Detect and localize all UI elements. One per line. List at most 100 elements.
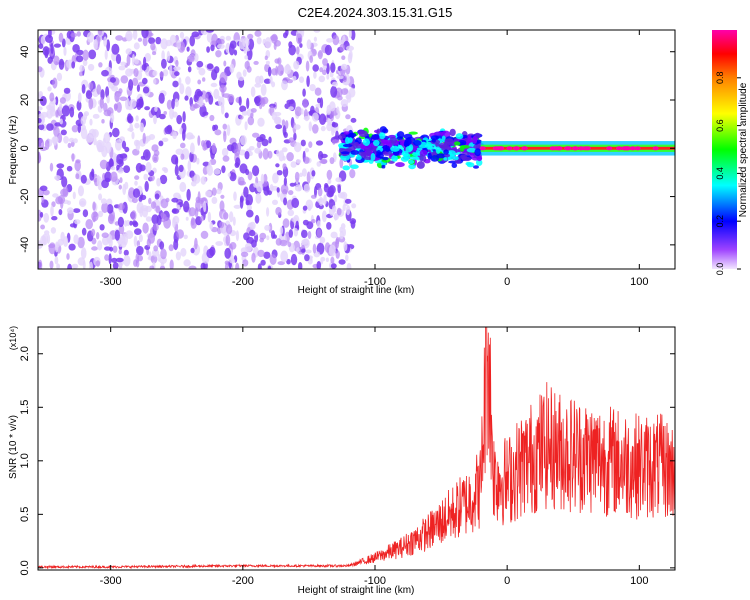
noise-blob: [134, 122, 140, 129]
noise-blob: [189, 151, 194, 163]
noise-blob: [196, 90, 203, 97]
signal-blob: [370, 153, 376, 161]
noise-blob: [340, 191, 348, 199]
noise-blob: [56, 163, 65, 169]
noise-blob: [219, 71, 228, 84]
noise-blob: [316, 261, 322, 269]
noise-blob: [247, 33, 254, 40]
noise-blob: [291, 217, 298, 222]
noise-blob: [58, 209, 63, 216]
noise-blob: [254, 147, 262, 154]
noise-blob: [330, 256, 335, 264]
noise-blob: [169, 259, 174, 269]
noise-blob: [282, 218, 290, 228]
noise-blob: [105, 86, 110, 98]
noise-blob: [118, 65, 126, 71]
noise-blob: [144, 180, 149, 192]
noise-blob: [213, 88, 220, 100]
noise-blob: [162, 69, 169, 77]
y-tick-label: -20: [19, 189, 31, 205]
noise-blob: [206, 248, 214, 259]
noise-blob: [73, 234, 79, 244]
signal-blob: [376, 150, 382, 157]
noise-blob: [321, 210, 327, 223]
noise-blob: [66, 253, 70, 260]
signal-blob: [444, 138, 454, 144]
noise-blob: [299, 43, 303, 48]
noise-blob: [142, 36, 148, 47]
snr-panel: -300 -200 -100 0 100 0.0 0.5 1.0 1.5 2.0 Height …: [8, 326, 676, 596]
noise-blob: [303, 116, 310, 121]
noise-blob: [312, 243, 317, 254]
noise-blob: [301, 229, 308, 239]
noise-blob: [320, 125, 326, 132]
signal-blob: [371, 134, 380, 140]
noise-blob: [332, 205, 337, 213]
noise-blob: [66, 165, 73, 172]
noise-blob: [288, 106, 294, 111]
noise-blob: [221, 86, 225, 98]
noise-blob: [116, 164, 120, 170]
noise-blob: [114, 139, 123, 151]
noise-blob: [185, 216, 189, 221]
noise-blob: [301, 248, 306, 253]
noise-blob: [337, 95, 343, 101]
noise-blob: [118, 265, 123, 269]
noise-blob: [334, 194, 338, 203]
signal-blob: [385, 145, 390, 152]
signal-blob: [430, 155, 440, 162]
noise-blob: [153, 223, 159, 232]
noise-blob: [110, 77, 116, 83]
snr-x-ticks: -300 -200 -100 0 100: [100, 327, 648, 587]
noise-blob: [51, 136, 59, 144]
noise-blob: [152, 70, 158, 77]
noise-blob: [81, 84, 86, 94]
noise-blob: [254, 214, 260, 224]
noise-blob: [96, 84, 102, 95]
noise-blob: [77, 92, 82, 103]
signal-blob: [408, 163, 416, 170]
y-tick-label: -40: [19, 237, 31, 253]
noise-blob: [158, 92, 165, 104]
noise-blob: [219, 221, 225, 229]
noise-blob: [58, 58, 65, 70]
x-tick-label: 100: [630, 276, 648, 288]
noise-blob: [281, 79, 288, 91]
noise-blob: [311, 170, 316, 177]
noise-blob: [159, 113, 166, 120]
noise-blob: [275, 238, 282, 246]
noise-blob: [125, 97, 130, 110]
colorbar-gradient: [712, 30, 737, 269]
noise-blob: [78, 185, 84, 197]
noise-blob: [319, 159, 328, 164]
noise-blob: [60, 129, 67, 136]
noise-blob: [289, 182, 296, 187]
noise-blob: [326, 73, 330, 80]
noise-blob: [63, 236, 69, 247]
noise-blob: [323, 194, 327, 205]
noise-blob: [215, 50, 222, 58]
noise-blob: [40, 224, 45, 230]
noise-blob: [206, 32, 213, 43]
noise-blob: [232, 216, 236, 226]
signal-blob: [476, 154, 483, 162]
noise-blob: [209, 158, 217, 165]
noise-blob: [295, 220, 299, 231]
noise-blob: [163, 167, 169, 173]
noise-blob: [210, 44, 215, 52]
noise-blob: [260, 259, 266, 266]
noise-blob: [182, 111, 186, 123]
noise-blob: [264, 37, 272, 49]
noise-blob: [225, 234, 231, 246]
spectrogram-y-label: Frequency (Hz): [8, 116, 19, 185]
noise-blob: [248, 146, 255, 151]
noise-blob: [317, 50, 323, 60]
noise-blob: [242, 69, 247, 77]
noise-blob: [277, 64, 284, 76]
signal-blob: [441, 146, 451, 152]
noise-blob: [101, 232, 109, 238]
colorbar: 0.0 0.2 0.4 0.6 0.8 Normalized spectral ampl…: [712, 30, 749, 275]
noise-blob: [302, 98, 308, 109]
noise-blob: [63, 87, 71, 94]
